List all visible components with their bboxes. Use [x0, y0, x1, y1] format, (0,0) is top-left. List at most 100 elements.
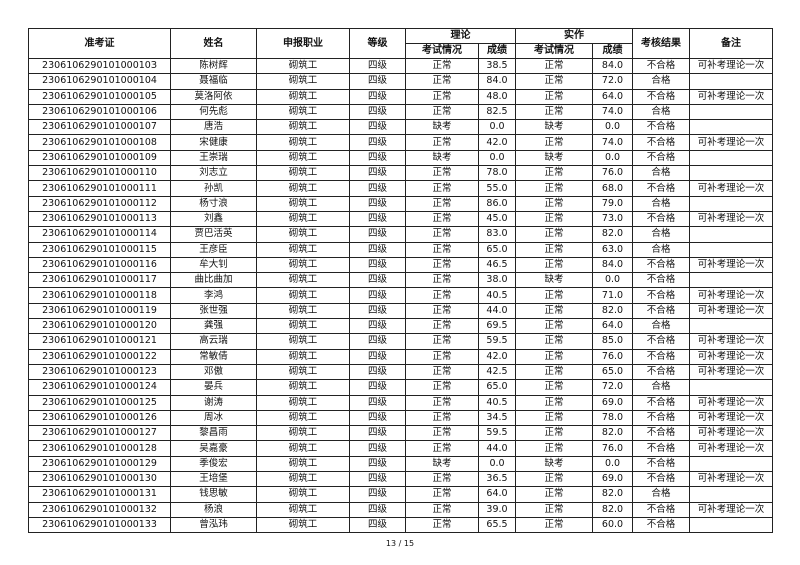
cell-remark: 可补考理论一次	[689, 348, 773, 365]
cell-result: 不合格	[632, 516, 690, 534]
cell-name: 邓傲	[170, 363, 257, 381]
cell-practice-status: 正常	[515, 516, 593, 534]
cell-practice-score: 76.0	[592, 440, 633, 457]
cell-theory-score: 46.5	[478, 256, 516, 274]
cell-result: 不合格	[632, 256, 690, 274]
table-row: 2306106290101000117 曲比曲加 砌筑工 四级 正常 38.0 缺考 0.0 不…	[28, 272, 773, 289]
cell-exam-id: 2306106290101000133	[28, 516, 171, 534]
cell-theory-score: 65.0	[478, 379, 516, 396]
cell-theory-score: 38.5	[478, 57, 516, 75]
cell-exam-id: 2306106290101000110	[28, 165, 171, 182]
cell-result: 不合格	[632, 149, 690, 167]
cell-result: 不合格	[632, 363, 690, 381]
cell-practice-score: 69.0	[592, 471, 633, 488]
cell-remark	[689, 119, 773, 136]
table-row: 2306106290101000133 曾泓玮 砌筑工 四级 正常 65.5 正常 60.0 不…	[28, 516, 773, 534]
cell-theory-score: 59.5	[478, 333, 516, 350]
cell-practice-score: 0.0	[592, 149, 633, 167]
cell-level: 四级	[349, 409, 406, 427]
cell-job: 砌筑工	[256, 455, 350, 473]
cell-name: 谢涛	[170, 394, 257, 411]
cell-theory-status: 正常	[405, 425, 479, 442]
cell-theory-status: 正常	[405, 256, 479, 274]
cell-level: 四级	[349, 379, 406, 396]
table-row: 2306106290101000104 聂福临 砌筑工 四级 正常 84.0 正常 72.0 合…	[28, 73, 773, 90]
cell-name: 张世强	[170, 302, 257, 320]
cell-job: 砌筑工	[256, 394, 350, 411]
table-row: 2306106290101000125 谢涛 砌筑工 四级 正常 40.5 正常 69.0 不合…	[28, 394, 773, 411]
cell-practice-status: 正常	[515, 241, 593, 258]
cell-remark	[689, 165, 773, 182]
cell-exam-id: 2306106290101000127	[28, 425, 171, 442]
cell-exam-id: 2306106290101000116	[28, 256, 171, 274]
cell-name: 牟大钊	[170, 256, 257, 274]
cell-practice-score: 64.0	[592, 88, 633, 105]
cell-theory-status: 正常	[405, 363, 479, 381]
cell-level: 四级	[349, 302, 406, 320]
cell-theory-status: 正常	[405, 516, 479, 534]
table-row: 2306106290101000116 牟大钊 砌筑工 四级 正常 46.5 正常 84.0 不…	[28, 256, 773, 274]
cell-remark: 可补考理论一次	[689, 256, 773, 274]
cell-job: 砌筑工	[256, 180, 350, 197]
cell-job: 砌筑工	[256, 318, 350, 335]
cell-remark: 可补考理论一次	[689, 425, 773, 442]
cell-practice-status: 正常	[515, 195, 593, 212]
cell-result: 不合格	[632, 272, 690, 289]
header-remark: 备注	[689, 28, 773, 59]
cell-level: 四级	[349, 348, 406, 365]
cell-theory-status: 缺考	[405, 149, 479, 167]
cell-remark	[689, 318, 773, 335]
cell-name: 曲比曲加	[170, 272, 257, 289]
cell-remark: 可补考理论一次	[689, 302, 773, 320]
cell-result: 不合格	[632, 409, 690, 427]
cell-name: 贾巴活英	[170, 226, 257, 243]
cell-job: 砌筑工	[256, 272, 350, 289]
cell-remark: 可补考理论一次	[689, 440, 773, 457]
cell-practice-status: 正常	[515, 287, 593, 304]
cell-result: 合格	[632, 103, 690, 121]
cell-job: 砌筑工	[256, 195, 350, 212]
cell-practice-status: 正常	[515, 302, 593, 320]
cell-name: 杨浪	[170, 501, 257, 518]
cell-practice-score: 64.0	[592, 318, 633, 335]
cell-theory-score: 69.5	[478, 318, 516, 335]
cell-job: 砌筑工	[256, 165, 350, 182]
cell-name: 季俊宏	[170, 455, 257, 473]
cell-remark: 可补考理论一次	[689, 501, 773, 518]
cell-name: 王彦臣	[170, 241, 257, 258]
cell-exam-id: 2306106290101000108	[28, 134, 171, 151]
cell-name: 周冰	[170, 409, 257, 427]
cell-practice-status: 正常	[515, 379, 593, 396]
cell-result: 合格	[632, 195, 690, 212]
cell-theory-score: 42.5	[478, 363, 516, 381]
cell-exam-id: 2306106290101000124	[28, 379, 171, 396]
cell-theory-score: 78.0	[478, 165, 516, 182]
header-job: 申报职业	[256, 28, 350, 59]
cell-job: 砌筑工	[256, 379, 350, 396]
cell-theory-status: 正常	[405, 501, 479, 518]
cell-job: 砌筑工	[256, 440, 350, 457]
cell-practice-score: 60.0	[592, 516, 633, 534]
cell-practice-score: 0.0	[592, 455, 633, 473]
cell-remark	[689, 195, 773, 212]
cell-exam-id: 2306106290101000117	[28, 272, 171, 289]
cell-theory-score: 86.0	[478, 195, 516, 212]
header-level: 等级	[349, 28, 406, 59]
header-practice: 实作	[515, 28, 633, 44]
cell-theory-score: 83.0	[478, 226, 516, 243]
cell-practice-status: 正常	[515, 318, 593, 335]
cell-remark	[689, 379, 773, 396]
cell-practice-score: 82.0	[592, 302, 633, 320]
cell-job: 砌筑工	[256, 471, 350, 488]
cell-exam-id: 2306106290101000130	[28, 471, 171, 488]
cell-job: 砌筑工	[256, 134, 350, 151]
table-row: 2306106290101000122 常敏倩 砌筑工 四级 正常 42.0 正常 76.0 不…	[28, 348, 773, 365]
cell-level: 四级	[349, 226, 406, 243]
cell-practice-status: 缺考	[515, 119, 593, 136]
cell-result: 合格	[632, 241, 690, 258]
header-theory: 理论	[405, 28, 516, 44]
cell-practice-status: 正常	[515, 333, 593, 350]
results-table: 准考证 姓名 申报职业 等级 理论 实作 考核结果 备注 考试情况 成绩 考试情…	[28, 28, 773, 534]
cell-theory-status: 正常	[405, 333, 479, 350]
cell-result: 合格	[632, 486, 690, 503]
